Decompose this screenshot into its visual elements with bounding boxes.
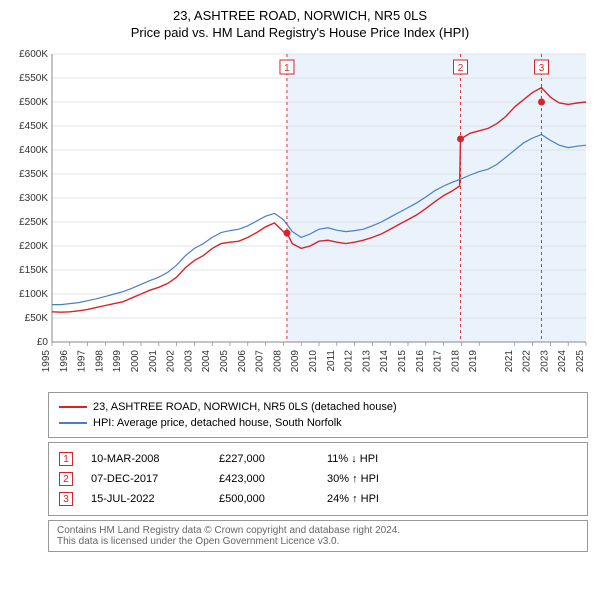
sales-row-marker: 2 <box>59 472 73 486</box>
sales-row-pct: 11% ↓ HPI <box>327 453 437 465</box>
sale-marker-number: 2 <box>458 63 464 74</box>
x-tick-label: 2007 <box>255 350 266 373</box>
x-tick-label: 2018 <box>450 350 461 373</box>
y-tick-label: £300K <box>19 193 48 204</box>
y-tick-label: £600K <box>19 49 48 60</box>
y-tick-label: £0 <box>37 337 49 348</box>
sale-point <box>457 135 464 142</box>
sales-row-price: £500,000 <box>219 493 309 505</box>
y-tick-label: £200K <box>19 241 48 252</box>
x-tick-label: 2002 <box>166 350 177 373</box>
price-chart: £0 £50K £100K £150K £200K £250K £300K £350K £400… <box>8 46 592 386</box>
x-tick-label: 2008 <box>272 350 283 373</box>
y-tick-label: £150K <box>19 265 48 276</box>
x-tick-label: 2017 <box>433 350 444 373</box>
x-tick-label: 2012 <box>344 350 355 373</box>
sale-marker-number: 3 <box>539 63 545 74</box>
y-tick-label: £350K <box>19 169 48 180</box>
legend: 23, ASHTREE ROAD, NORWICH, NR5 0LS (deta… <box>48 392 588 438</box>
sales-row-pct: 30% ↑ HPI <box>327 473 437 485</box>
x-tick-label: 2005 <box>219 350 230 373</box>
sales-row-marker: 1 <box>59 452 73 466</box>
y-tick-label: £50K <box>25 313 49 324</box>
attribution-footer: Contains HM Land Registry data © Crown c… <box>48 520 588 552</box>
x-tick-label: 2004 <box>201 350 212 373</box>
x-tick-label: 2022 <box>522 350 533 373</box>
sale-point <box>283 230 290 237</box>
sales-row-date: 07-DEC-2017 <box>91 473 201 485</box>
sales-row-pct: 24% ↑ HPI <box>327 493 437 505</box>
legend-row: HPI: Average price, detached house, Sout… <box>59 415 577 431</box>
sales-row-date: 10-MAR-2008 <box>91 453 201 465</box>
x-tick-label: 2006 <box>237 350 248 373</box>
footer-line1: Contains HM Land Registry data © Crown c… <box>57 525 579 536</box>
legend-label: HPI: Average price, detached house, Sout… <box>93 417 342 429</box>
x-tick-label: 2001 <box>148 350 159 373</box>
x-tick-label: 2013 <box>361 350 372 373</box>
x-tick-label: 1997 <box>77 350 88 373</box>
sales-row: 2 07-DEC-2017 £423,000 30% ↑ HPI <box>59 469 577 489</box>
y-tick-label: £450K <box>19 121 48 132</box>
x-tick-label: 1996 <box>59 350 70 373</box>
x-tick-label: 2015 <box>397 350 408 373</box>
sales-row-price: £227,000 <box>219 453 309 465</box>
legend-label: 23, ASHTREE ROAD, NORWICH, NR5 0LS (deta… <box>93 401 397 413</box>
x-tick-label: 2016 <box>415 350 426 373</box>
x-tick-label: 2009 <box>290 350 301 373</box>
x-tick-label: 1995 <box>41 350 52 373</box>
x-tick-label: 2021 <box>504 350 515 373</box>
legend-swatch <box>59 406 87 408</box>
x-tick-label: 2014 <box>379 350 390 373</box>
x-tick-label: 2011 <box>326 350 337 372</box>
sales-row-date: 15-JUL-2022 <box>91 493 201 505</box>
x-tick-label: 2023 <box>539 350 550 373</box>
sales-row: 3 15-JUL-2022 £500,000 24% ↑ HPI <box>59 489 577 509</box>
x-tick-label: 2000 <box>130 350 141 373</box>
sales-row-marker: 3 <box>59 492 73 506</box>
x-tick-label: 2025 <box>575 350 586 373</box>
sales-row-price: £423,000 <box>219 473 309 485</box>
y-tick-label: £500K <box>19 97 48 108</box>
sale-marker-number: 1 <box>284 63 290 74</box>
legend-row: 23, ASHTREE ROAD, NORWICH, NR5 0LS (deta… <box>59 399 577 415</box>
x-tick-label: 2024 <box>557 350 568 373</box>
sale-point <box>538 99 545 106</box>
y-tick-label: £400K <box>19 145 48 156</box>
x-tick-label: 2010 <box>308 350 319 373</box>
y-tick-label: £250K <box>19 217 48 228</box>
x-tick-label: 1999 <box>112 350 123 373</box>
chart-title-line2: Price paid vs. HM Land Registry's House … <box>8 25 592 40</box>
x-tick-label: 2019 <box>468 350 479 373</box>
chart-title-line1: 23, ASHTREE ROAD, NORWICH, NR5 0LS <box>8 8 592 23</box>
y-tick-label: £100K <box>19 289 48 300</box>
sales-row: 1 10-MAR-2008 £227,000 11% ↓ HPI <box>59 449 577 469</box>
x-tick-label: 2003 <box>183 350 194 373</box>
legend-swatch <box>59 422 87 424</box>
sales-table: 1 10-MAR-2008 £227,000 11% ↓ HPI 2 07-DEC-201… <box>48 442 588 516</box>
y-tick-label: £550K <box>19 73 48 84</box>
footer-line2: This data is licensed under the Open Gov… <box>57 536 579 547</box>
x-tick-label: 1998 <box>94 350 105 373</box>
